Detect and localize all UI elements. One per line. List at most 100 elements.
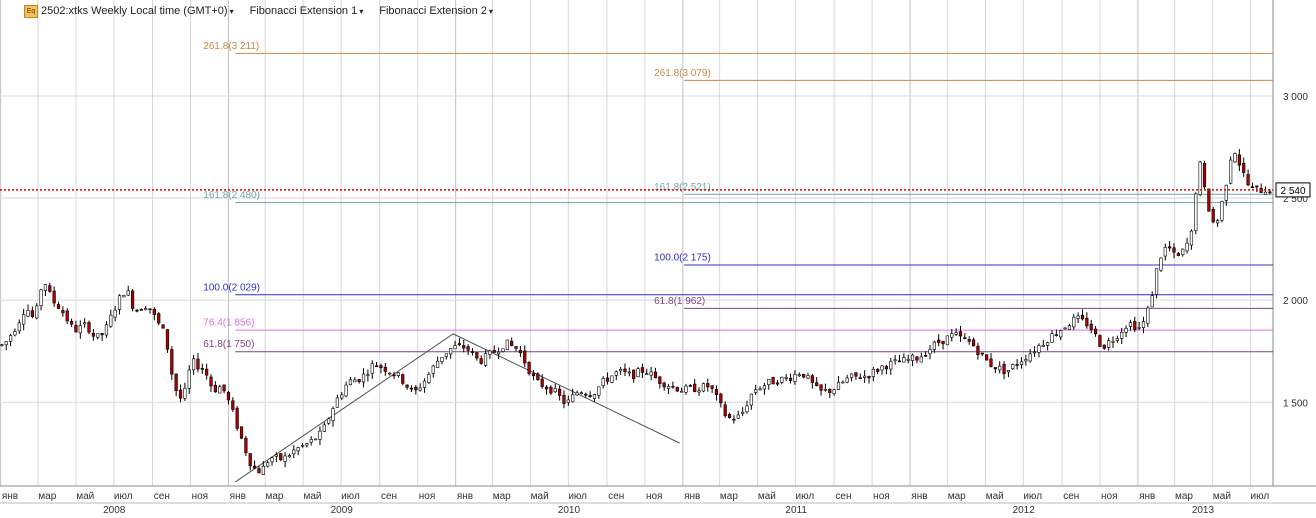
candle-body [244, 437, 248, 454]
candle-body [771, 377, 775, 385]
candle-body [1168, 246, 1172, 249]
candle-body [732, 418, 736, 421]
candle-body [998, 365, 1002, 371]
candle-body [588, 395, 592, 397]
x-axis-year-label: 2009 [331, 505, 354, 516]
candle-body [113, 309, 117, 318]
candle-body [252, 465, 257, 469]
candle-body [701, 383, 706, 392]
y-axis-tick-label: 1 500 [1283, 398, 1308, 409]
candle-body [1176, 253, 1180, 256]
candle-body [1255, 185, 1259, 188]
instrument-selector[interactable]: 2502:xtks Weekly Local time (GMT+0) ▾ [41, 5, 234, 17]
candle-body [815, 382, 819, 386]
candle-body [810, 375, 814, 383]
candle-body [719, 393, 723, 404]
candle-body [30, 310, 34, 317]
chevron-down-icon: ▾ [359, 6, 364, 16]
candle-body [43, 284, 48, 291]
candle-body [993, 367, 997, 370]
candle-body [710, 385, 714, 389]
x-axis-month-label: мар [948, 491, 966, 502]
candle-body [466, 346, 470, 351]
candle-body [1041, 344, 1045, 347]
x-axis-month-label: янв [684, 491, 700, 502]
candle-body [1098, 335, 1102, 347]
candle-body [35, 305, 39, 319]
candle-body [1019, 361, 1024, 365]
x-axis-month-label: мар [1175, 491, 1193, 502]
candle-body [305, 443, 309, 446]
study-fib-extension-2[interactable]: Fibonacci Extension 2 ▾ [379, 5, 493, 17]
x-axis-month-label: янв [230, 491, 246, 502]
x-axis-month-label: мар [493, 491, 511, 502]
candle-body [1224, 184, 1228, 201]
x-axis-month-label: сен [154, 491, 170, 502]
candle-body [884, 366, 889, 370]
candle-body [104, 324, 109, 336]
x-axis-month-label: мар [38, 491, 56, 502]
candle-body [366, 374, 370, 376]
candle-body [91, 333, 95, 337]
candle-body [335, 397, 339, 408]
candle-body [1207, 188, 1211, 212]
candle-body [444, 353, 448, 357]
candle-body [353, 379, 357, 383]
candle-body [531, 373, 536, 376]
candle-body [374, 365, 379, 368]
candle-body [497, 351, 501, 355]
candle-body [937, 339, 941, 343]
fib-level-label: 61.8(1 750) [203, 339, 254, 350]
x-axis-month-label: июл [1023, 491, 1042, 502]
candle-body [300, 444, 305, 447]
candle-body [549, 386, 553, 394]
candle-body [671, 385, 675, 388]
x-axis-month-label: май [758, 491, 776, 502]
candle-body [1111, 340, 1115, 343]
candle-body [989, 358, 993, 367]
candle-body [863, 375, 867, 378]
x-axis-month-label: сен [835, 491, 851, 502]
candle-body [287, 455, 292, 458]
candle-body [100, 333, 104, 336]
candle-body [571, 394, 575, 403]
candle-body [749, 393, 753, 406]
candle-body [845, 377, 849, 383]
study-label: Fibonacci Extension 2 [379, 5, 487, 17]
candle-body [170, 349, 174, 375]
candle-body [1011, 364, 1015, 369]
candle-body [723, 404, 727, 417]
candle-body [1059, 330, 1063, 338]
candle-body [980, 352, 984, 355]
x-axis-month-label: сен [608, 491, 624, 502]
candle-body [1072, 316, 1076, 328]
candle-body [191, 358, 196, 371]
candle-body [69, 320, 74, 325]
x-axis-month-label: ноя [419, 491, 436, 502]
candle-body [924, 354, 928, 357]
candle-body [614, 371, 618, 376]
candle-body [61, 310, 65, 314]
fib-level-label: 100.0(2 029) [203, 282, 260, 293]
candle-body [17, 322, 21, 332]
x-axis-month-label: янв [2, 491, 18, 502]
x-axis-month-label: янв [911, 491, 927, 502]
candle-body [867, 376, 871, 379]
candle-body [1050, 333, 1054, 343]
candle-body [470, 351, 475, 353]
candle-body [130, 290, 135, 309]
study-fib-extension-1[interactable]: Fibonacci Extension 1 ▾ [250, 5, 364, 17]
candle-body [793, 374, 797, 382]
candle-body [266, 462, 270, 467]
candle-body [122, 294, 126, 298]
candle-body [967, 339, 971, 342]
candle-body [544, 386, 549, 390]
candle-body [658, 376, 662, 384]
candle-body [680, 390, 684, 393]
candle-body [135, 309, 139, 312]
fib-level-label: 161.8(2 521) [654, 182, 711, 193]
candle-body [688, 385, 692, 387]
candle-body [928, 349, 932, 355]
x-axis-month-label: июл [114, 491, 133, 502]
